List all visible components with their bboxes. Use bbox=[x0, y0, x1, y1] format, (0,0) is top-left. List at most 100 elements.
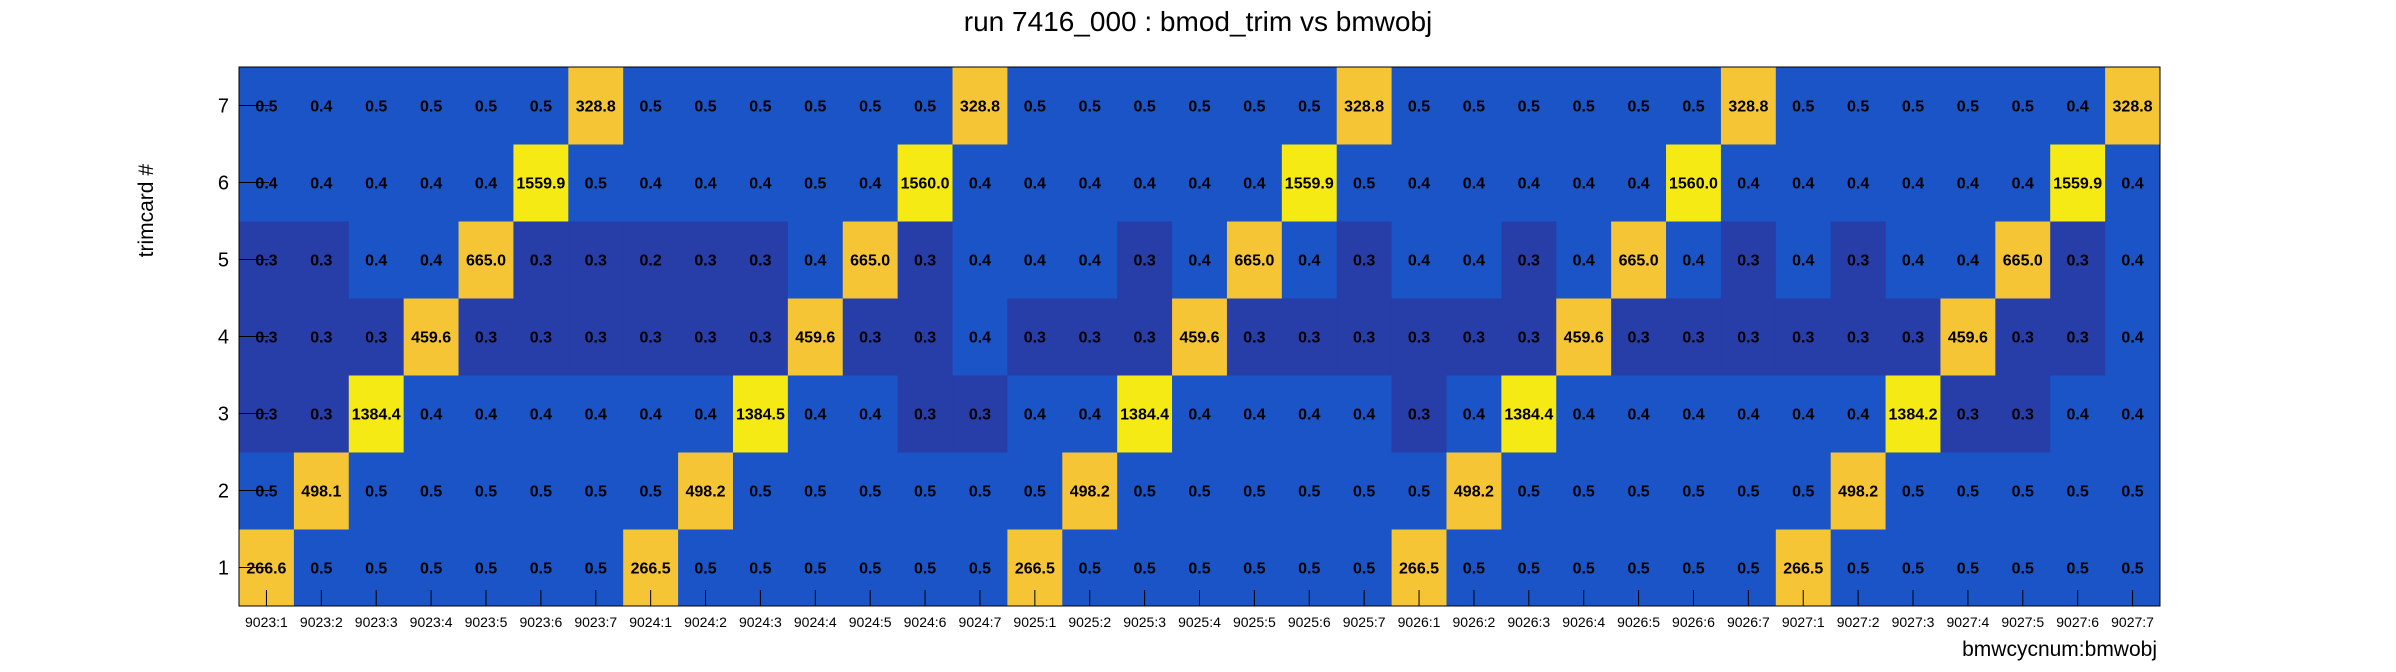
heatmap-cell bbox=[1062, 67, 1118, 145]
cell-value-label: 0.3 bbox=[310, 330, 332, 347]
heatmap-cell bbox=[1720, 298, 1777, 376]
x-tick-label: 9027:1 bbox=[1782, 614, 1825, 630]
x-tick-label: 9027:3 bbox=[1892, 614, 1935, 630]
heatmap-cell bbox=[1830, 144, 1887, 222]
cell-value-label: 0.4 bbox=[1957, 253, 1979, 270]
heatmap-cell bbox=[842, 221, 899, 299]
heatmap-cell bbox=[623, 375, 679, 453]
cell-value-label: 0.4 bbox=[859, 407, 881, 424]
cell-value-label: 0.4 bbox=[804, 407, 826, 424]
cell-value-label: 0.5 bbox=[1792, 99, 1814, 116]
heatmap-cell bbox=[952, 375, 1008, 453]
cell-value-label: 0.5 bbox=[475, 99, 497, 116]
heatmap-cell bbox=[732, 298, 789, 376]
cell-labels: 266.6 0.5 0.5 0.5 0.5 0.5 0.5 266.5 0.5 0.5 0.5 0.5… bbox=[246, 99, 2152, 578]
cell-value-label: 0.5 bbox=[420, 99, 442, 116]
heatmap-cell bbox=[897, 144, 954, 222]
heatmap-cell bbox=[348, 67, 405, 145]
cell-value-label: 0.5 bbox=[1298, 561, 1320, 578]
cell-value-label: 0.4 bbox=[749, 176, 771, 193]
cell-value-label: 0.5 bbox=[530, 561, 552, 578]
x-tick-label: 9023:3 bbox=[355, 614, 398, 630]
cell-value-label: 0.5 bbox=[1573, 484, 1595, 501]
cell-value-label: 0.5 bbox=[2067, 561, 2089, 578]
cell-value-label: 0.5 bbox=[1298, 484, 1320, 501]
cell-value-label: 0.4 bbox=[2121, 330, 2143, 347]
cell-value-label: 266.5 bbox=[631, 561, 671, 578]
heatmap-cell bbox=[1720, 375, 1777, 453]
heatmap-cell bbox=[1666, 375, 1722, 453]
cell-value-label: 0.4 bbox=[1682, 253, 1704, 270]
heatmap-cell bbox=[623, 452, 679, 530]
heatmap-cell bbox=[1062, 221, 1118, 299]
cell-value-label: 0.4 bbox=[1079, 407, 1101, 424]
heatmap-cell bbox=[1940, 144, 1996, 222]
cell-value-label: 0.5 bbox=[585, 561, 607, 578]
heatmap-cell bbox=[2105, 221, 2161, 299]
cell-value-label: 0.4 bbox=[1024, 176, 1046, 193]
cell-value-label: 0.5 bbox=[1353, 561, 1375, 578]
cell-value-label: 0.5 bbox=[1353, 484, 1375, 501]
cell-value-label: 0.5 bbox=[2012, 99, 2034, 116]
cell-value-label: 498.2 bbox=[686, 484, 726, 501]
cell-value-label: 0.5 bbox=[859, 561, 881, 578]
heatmap-cell bbox=[1062, 452, 1118, 530]
cell-value-label: 0.3 bbox=[1079, 330, 1101, 347]
cell-value-label: 0.5 bbox=[1847, 561, 1869, 578]
cell-value-label: 0.3 bbox=[1408, 407, 1430, 424]
cell-value-label: 0.3 bbox=[1902, 330, 1924, 347]
cell-value-label: 0.5 bbox=[1957, 561, 1979, 578]
heatmap-cell bbox=[1666, 67, 1722, 145]
heatmap-cell bbox=[787, 452, 844, 530]
y-tick-label: 3 bbox=[218, 404, 229, 426]
cell-value-label: 0.4 bbox=[530, 407, 552, 424]
heatmap-cell bbox=[1666, 298, 1722, 376]
cell-value-label: 0.3 bbox=[530, 330, 552, 347]
cell-value-label: 0.4 bbox=[255, 176, 277, 193]
cell-value-label: 1559.9 bbox=[516, 176, 565, 193]
cell-value-label: 0.4 bbox=[1024, 407, 1046, 424]
cell-value-label: 0.3 bbox=[1353, 253, 1375, 270]
heatmap-cell bbox=[1172, 67, 1228, 145]
heatmap-cell bbox=[678, 221, 734, 299]
cell-value-label: 0.3 bbox=[255, 330, 277, 347]
heatmap-cell bbox=[2050, 375, 2106, 453]
heatmap-cell bbox=[678, 144, 734, 222]
heatmap-cell bbox=[842, 298, 899, 376]
cell-value-label: 0.3 bbox=[1133, 253, 1155, 270]
cell-value-label: 0.5 bbox=[1408, 484, 1430, 501]
cell-value-label: 0.4 bbox=[1792, 176, 1814, 193]
cell-value-label: 0.3 bbox=[1792, 330, 1814, 347]
heatmap-cell bbox=[787, 298, 844, 376]
cell-value-label: 1384.5 bbox=[736, 407, 785, 424]
x-tick-label: 9025:7 bbox=[1343, 614, 1386, 630]
cell-value-label: 0.5 bbox=[1463, 561, 1485, 578]
cell-value-label: 0.4 bbox=[1682, 407, 1704, 424]
cell-value-label: 1560.0 bbox=[901, 176, 950, 193]
x-tick-label: 9023:1 bbox=[245, 614, 288, 630]
cell-value-label: 0.4 bbox=[475, 407, 497, 424]
cell-value-label: 0.4 bbox=[1243, 407, 1265, 424]
x-tick-label: 9026:4 bbox=[1562, 614, 1605, 630]
cell-value-label: 1560.0 bbox=[1669, 176, 1718, 193]
heatmap-cell bbox=[1775, 144, 1832, 222]
cell-value-label: 0.5 bbox=[1737, 484, 1759, 501]
cell-value-label: 0.3 bbox=[255, 407, 277, 424]
cell-value-label: 0.4 bbox=[1792, 253, 1814, 270]
heatmap-cell bbox=[568, 452, 624, 530]
cell-value-label: 0.5 bbox=[694, 99, 716, 116]
heatmap-cell bbox=[1007, 221, 1063, 299]
cell-value-label: 0.4 bbox=[1243, 176, 1265, 193]
cell-value-label: 0.4 bbox=[1133, 176, 1155, 193]
heatmap-cell bbox=[952, 144, 1008, 222]
x-tick-label: 9024:4 bbox=[794, 614, 837, 630]
heatmap-cell bbox=[1611, 221, 1667, 299]
heatmap-cell bbox=[1281, 67, 1338, 145]
cell-value-label: 328.8 bbox=[1344, 99, 1384, 116]
cell-value-label: 0.5 bbox=[1518, 561, 1540, 578]
heatmap-cell bbox=[678, 67, 734, 145]
cell-value-label: 266.5 bbox=[1015, 561, 1055, 578]
cell-value-label: 0.5 bbox=[530, 484, 552, 501]
heatmap-cell bbox=[787, 67, 844, 145]
heatmap-cell bbox=[1007, 452, 1063, 530]
